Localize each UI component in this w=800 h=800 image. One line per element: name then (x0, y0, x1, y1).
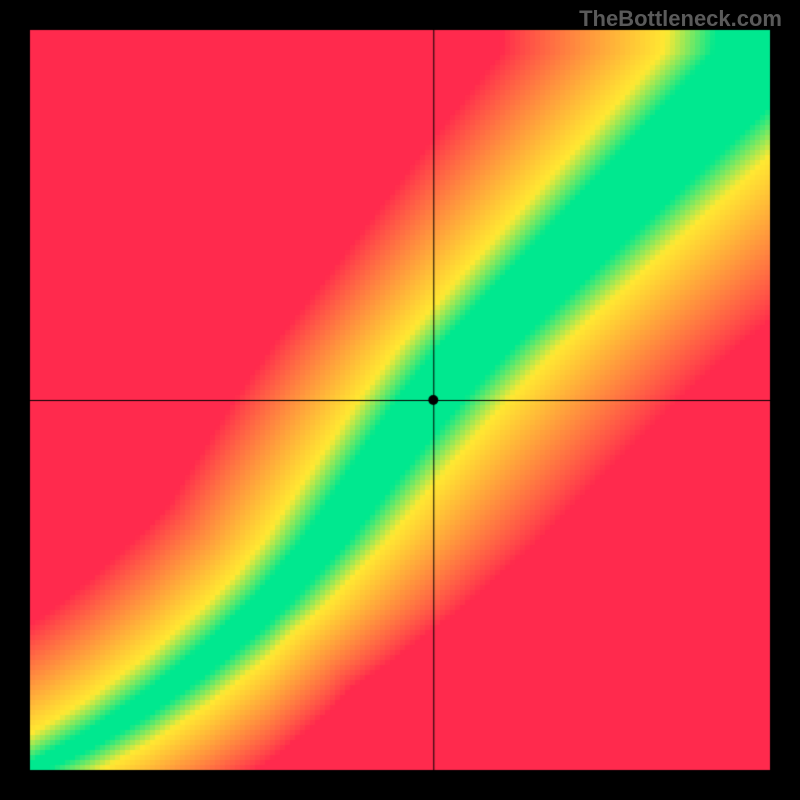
bottleneck-heatmap (0, 0, 800, 800)
watermark-text: TheBottleneck.com (579, 6, 782, 32)
chart-container: TheBottleneck.com (0, 0, 800, 800)
